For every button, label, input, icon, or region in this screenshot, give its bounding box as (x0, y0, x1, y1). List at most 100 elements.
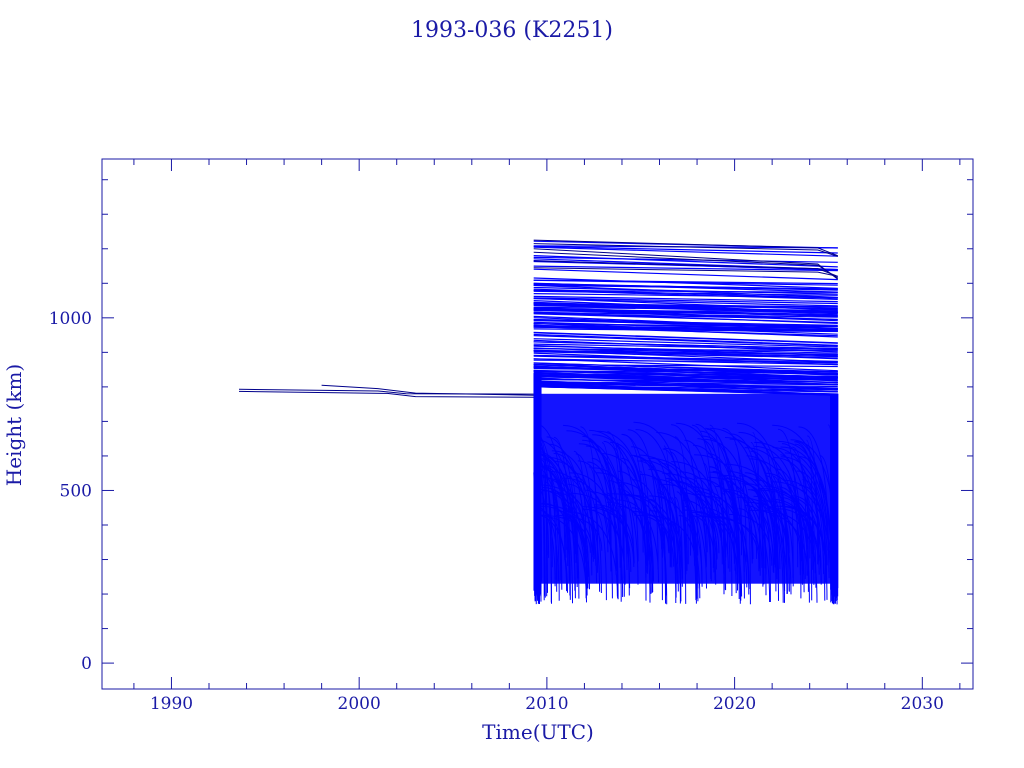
debris-decay-curve (697, 515, 761, 556)
debris-apogee-trace (533, 343, 838, 351)
debris-decay-curve (763, 485, 818, 603)
debris-decay-curve (633, 421, 686, 555)
debris-decay-curve (761, 499, 771, 603)
debris-decay-curve (794, 486, 802, 599)
debris-apogee-trace (533, 374, 838, 380)
debris-apogee-trace (533, 256, 838, 263)
debris-apogee-trace (533, 362, 838, 374)
debris-decay-curve (585, 489, 613, 599)
debris-decay-curve (693, 444, 731, 572)
debris-decay-curve (602, 493, 630, 563)
debris-decay-curve (585, 445, 623, 580)
debris-top-trace (533, 267, 838, 277)
debris-decay-curve (754, 489, 764, 587)
debris-decay-curve (536, 484, 597, 566)
debris-decay-curve (660, 483, 718, 559)
debris-decay-curve (780, 446, 829, 551)
debris-decay-curve (647, 457, 707, 566)
debris-decay-curve (799, 484, 825, 552)
debris-apogee-trace (533, 246, 838, 257)
debris-apogee-trace (533, 290, 838, 296)
debris-apogee-trace (533, 245, 838, 254)
debris-decay-curve (703, 507, 743, 597)
debris-decay-curve (738, 508, 760, 572)
debris-decay-curve (744, 447, 801, 576)
debris-apogee-trace (533, 328, 838, 333)
debris-decay-curve (708, 476, 771, 603)
debris-decay-curve (685, 509, 703, 583)
debris-decay-curve (715, 485, 745, 572)
debris-decay-curve (752, 432, 761, 576)
y-tick-label: 1000 (49, 309, 92, 329)
debris-decay-curve (582, 435, 619, 599)
debris-decay-curve (580, 426, 598, 573)
debris-top-trace (533, 239, 838, 257)
debris-apogee-trace (533, 308, 838, 317)
debris-decay-curve (594, 504, 635, 564)
debris-decay-curve (658, 483, 677, 598)
debris-apogee-trace (533, 283, 838, 290)
debris-apogee-trace (533, 339, 838, 353)
debris-decay-curve (750, 501, 788, 595)
debris-apogee-trace (533, 255, 838, 268)
x-tick-label: 2000 (338, 694, 381, 714)
debris-apogee-trace (533, 326, 838, 331)
debris-decay-curve (566, 430, 621, 568)
debris-decay-curve (567, 483, 594, 555)
debris-decay-curve (755, 483, 766, 569)
debris-decay-curve (772, 447, 822, 585)
debris-apogee-trace (533, 385, 838, 396)
debris-decay-curve (781, 443, 811, 559)
debris-decay-curve (759, 510, 816, 574)
debris-decay-curve (633, 514, 669, 552)
debris-decay-curve (542, 468, 568, 550)
x-tick-label: 1990 (150, 694, 193, 714)
debris-decay-curve (608, 480, 639, 585)
y-axis-label: Height (km) (2, 364, 26, 486)
debris-decay-curve (738, 431, 787, 566)
debris-decay-curve (674, 496, 683, 580)
debris-decay-curve (563, 477, 609, 553)
y-tick-label: 0 (81, 654, 92, 674)
debris-decay-curve (657, 492, 681, 604)
debris-apogee-trace (533, 300, 838, 314)
debris-decay-curve (621, 433, 653, 593)
debris-decay-curve (734, 444, 742, 556)
debris-decay-curve (575, 453, 594, 558)
debris-decay-curve (617, 481, 667, 587)
axis-ticks: 1990 2000 2010 2020 2030 0 500 1000 (49, 159, 973, 714)
plot-content (238, 239, 839, 605)
debris-decay-curve (635, 429, 682, 602)
x-tick-label: 2020 (713, 694, 756, 714)
debris-decay-curve (765, 500, 822, 582)
debris-decay-curve (569, 475, 579, 579)
debris-decay-curve (717, 504, 727, 558)
debris-apogee-trace (533, 277, 838, 289)
debris-decay-curve (649, 498, 666, 550)
debris-decay-curve (750, 441, 761, 562)
debris-apogee-trace (533, 350, 838, 358)
debris-decay-curve (665, 477, 698, 574)
debris-decay-curve (614, 447, 624, 556)
x-tick-label: 2010 (525, 694, 568, 714)
debris-apogee-trace (533, 372, 838, 386)
debris-decay-curve (702, 438, 753, 560)
debris-apogee-trace (533, 311, 838, 324)
debris-decay-curve (597, 430, 649, 561)
debris-decay-curve (637, 460, 677, 604)
debris-decay-curve (578, 443, 628, 571)
debris-decay-curve (806, 439, 814, 570)
debris-decay-curve (747, 483, 784, 603)
debris-apogee-trace (533, 378, 838, 383)
parent-orbit-line (238, 390, 534, 398)
debris-decay-curve (589, 429, 639, 562)
debris-decay-curve (649, 495, 701, 599)
debris-decay-curve (708, 453, 740, 577)
debris-apogee-trace (533, 338, 838, 348)
debris-apogee-trace (533, 265, 838, 272)
debris-decay-curve (743, 484, 751, 605)
debris-decay-curve (722, 477, 777, 554)
debris-decay-curve (591, 457, 617, 575)
debris-apogee-trace (533, 295, 838, 303)
debris-decay-curve (709, 512, 737, 594)
